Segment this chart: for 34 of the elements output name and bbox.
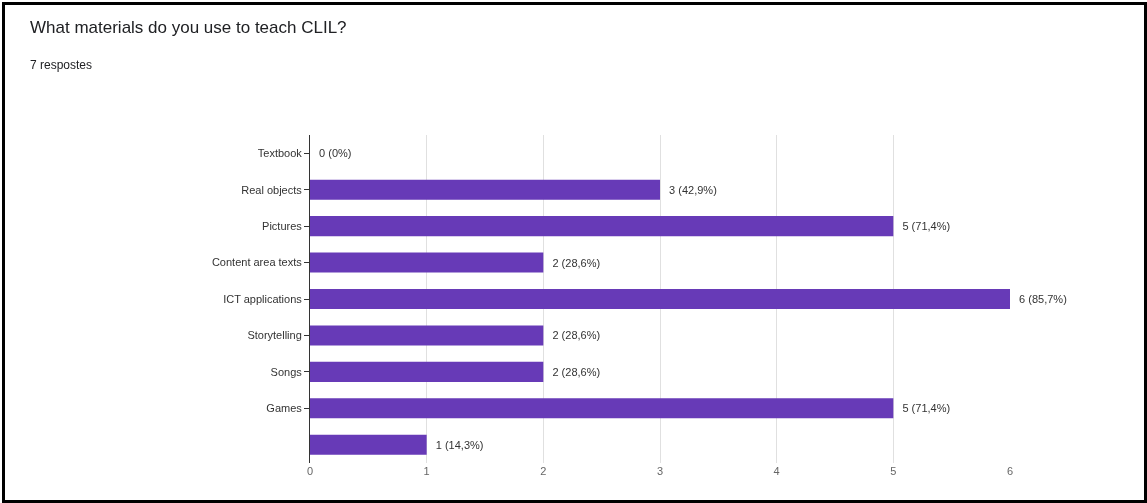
data-label: 5 (71,4%) xyxy=(896,402,951,415)
x-tick-label: 3 xyxy=(656,465,664,477)
data-label: 2 (28,6%) xyxy=(546,365,601,378)
bar xyxy=(310,325,544,346)
data-label: 5 (71,4%) xyxy=(896,220,951,233)
y-tick-label: Storytelling xyxy=(247,329,302,342)
bar xyxy=(310,434,427,455)
data-label: 1 (14,3%) xyxy=(429,438,484,451)
x-tick-label: 5 xyxy=(890,465,897,477)
y-tick-label: Pictures xyxy=(262,219,303,232)
bar xyxy=(310,288,1010,310)
x-tick-label: 0 xyxy=(306,465,314,477)
bar xyxy=(310,179,660,200)
bar xyxy=(310,216,894,237)
y-tick-label: Games xyxy=(266,402,303,415)
bar xyxy=(310,398,894,419)
data-label: 0 (0%) xyxy=(313,147,352,160)
y-tick-label: Real objects xyxy=(241,183,303,196)
y-tick-label: ICT applications xyxy=(223,292,303,305)
x-tick-label: 6 xyxy=(1006,465,1014,477)
chart-title: What materials do you use to teach CLIL? xyxy=(30,18,347,38)
data-label: 2 (28,6%) xyxy=(546,329,601,342)
x-tick-label: 4 xyxy=(773,465,780,477)
data-label: 6 (85,7%) xyxy=(1013,293,1067,305)
y-tick-label: Songs xyxy=(270,365,303,378)
data-label: 2 (28,6%) xyxy=(546,256,601,269)
bar xyxy=(310,252,544,273)
y-tick-label: Textbook xyxy=(257,147,303,160)
x-tick-label: 2 xyxy=(540,465,547,477)
y-tick-label: Content area texts xyxy=(211,256,303,269)
bar xyxy=(310,361,544,382)
x-tick-label: 1 xyxy=(423,465,430,477)
data-label: 3 (42,9%) xyxy=(663,183,717,196)
text: 7 respostes xyxy=(30,58,93,72)
